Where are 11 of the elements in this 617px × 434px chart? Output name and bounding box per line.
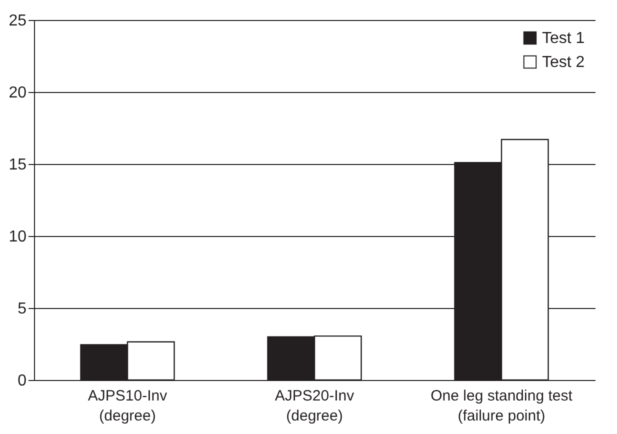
y-tick-label: 25 xyxy=(8,12,27,30)
x-tick-label: AJPS10-Inv (degree) xyxy=(88,388,168,424)
y-tick-label: 20 xyxy=(8,84,27,102)
x-tick-label: One leg standing test (failure point) xyxy=(430,388,574,424)
y-tick-label: 0 xyxy=(18,372,27,390)
y-tick-label: 5 xyxy=(18,300,27,318)
legend-label: Test 1 xyxy=(542,30,585,47)
x-tick-label: AJPS20-Inv (degree) xyxy=(274,388,355,424)
y-tick-label: 15 xyxy=(8,156,27,174)
legend-label: Test 2 xyxy=(542,54,585,71)
y-tick-label: 10 xyxy=(8,228,27,246)
